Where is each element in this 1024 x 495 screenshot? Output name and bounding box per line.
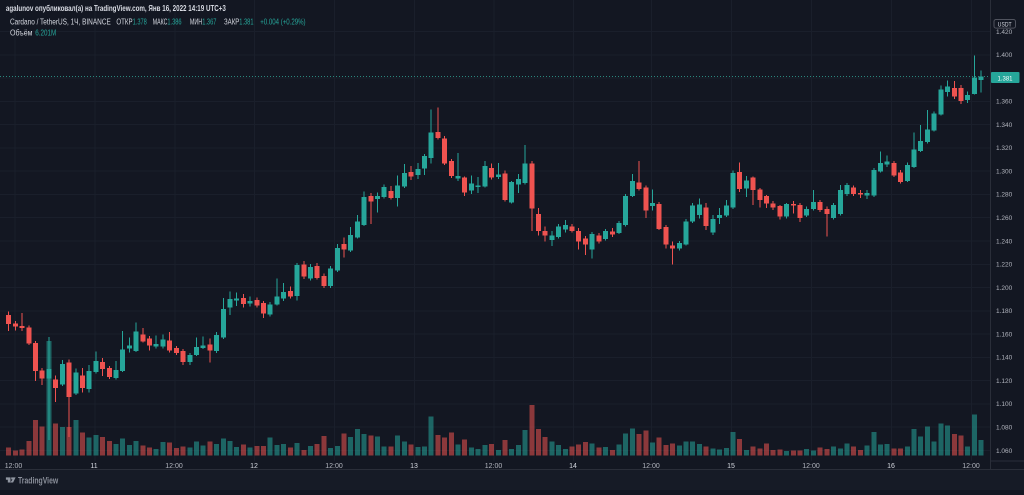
svg-text:1.140: 1.140 <box>996 355 1013 362</box>
svg-text:1.386: 1.386 <box>167 18 182 27</box>
svg-text:1.200: 1.200 <box>996 285 1013 292</box>
svg-text:16: 16 <box>887 463 895 470</box>
svg-text:ЗАКР: ЗАКР <box>224 18 239 27</box>
svg-text:1.080: 1.080 <box>996 425 1013 432</box>
svg-text:12:00: 12:00 <box>325 463 343 470</box>
svg-text:1.420: 1.420 <box>996 29 1013 36</box>
svg-text:12:00: 12:00 <box>485 463 503 470</box>
svg-text:1.060: 1.060 <box>996 448 1013 455</box>
svg-text:11: 11 <box>90 463 97 470</box>
svg-text:1.300: 1.300 <box>996 169 1013 176</box>
svg-text:13: 13 <box>410 463 418 470</box>
svg-text:1.378: 1.378 <box>133 18 148 27</box>
svg-text:14: 14 <box>569 463 577 470</box>
svg-text:agalunov опубликовал(а) на Tra: agalunov опубликовал(а) на TradingView.c… <box>6 4 226 13</box>
svg-text:1.180: 1.180 <box>996 308 1013 315</box>
svg-text:1.381: 1.381 <box>239 18 254 27</box>
svg-text:12:00: 12:00 <box>962 463 980 470</box>
svg-text:1.160: 1.160 <box>996 331 1013 338</box>
svg-text:1.360: 1.360 <box>996 99 1013 106</box>
svg-text:МИН: МИН <box>190 18 202 27</box>
svg-text:15: 15 <box>727 463 735 470</box>
svg-text:1.400: 1.400 <box>996 52 1013 59</box>
svg-text:1.381: 1.381 <box>998 75 1013 82</box>
svg-text:1.100: 1.100 <box>996 401 1013 408</box>
svg-text:12:00: 12:00 <box>642 463 660 470</box>
svg-text:1.280: 1.280 <box>996 192 1013 199</box>
svg-text:ОТКР: ОТКР <box>116 18 132 27</box>
svg-text:+0.004 (+0.29%): +0.004 (+0.29%) <box>260 18 306 27</box>
svg-text:12: 12 <box>250 463 258 470</box>
svg-text:1.260: 1.260 <box>996 215 1013 222</box>
svg-text:12:00: 12:00 <box>802 463 820 470</box>
svg-text:1.367: 1.367 <box>202 18 217 27</box>
svg-text:1.340: 1.340 <box>996 122 1013 129</box>
svg-text:Cardano / TetherUS, 1Ч, BINANC: Cardano / TetherUS, 1Ч, BINANCE <box>10 18 111 27</box>
svg-text:6.201M: 6.201M <box>35 28 56 37</box>
svg-text:USDT: USDT <box>998 22 1012 28</box>
svg-text:Объём: Объём <box>10 28 33 37</box>
svg-text:1.240: 1.240 <box>996 238 1013 245</box>
svg-text:TradingView: TradingView <box>18 476 58 486</box>
svg-text:12:00: 12:00 <box>5 463 23 470</box>
svg-text:1.120: 1.120 <box>996 378 1013 385</box>
svg-text:МАКС: МАКС <box>153 18 168 27</box>
svg-text:12:00: 12:00 <box>165 463 183 470</box>
svg-text:1.320: 1.320 <box>996 145 1013 152</box>
svg-text:1.220: 1.220 <box>996 262 1013 269</box>
